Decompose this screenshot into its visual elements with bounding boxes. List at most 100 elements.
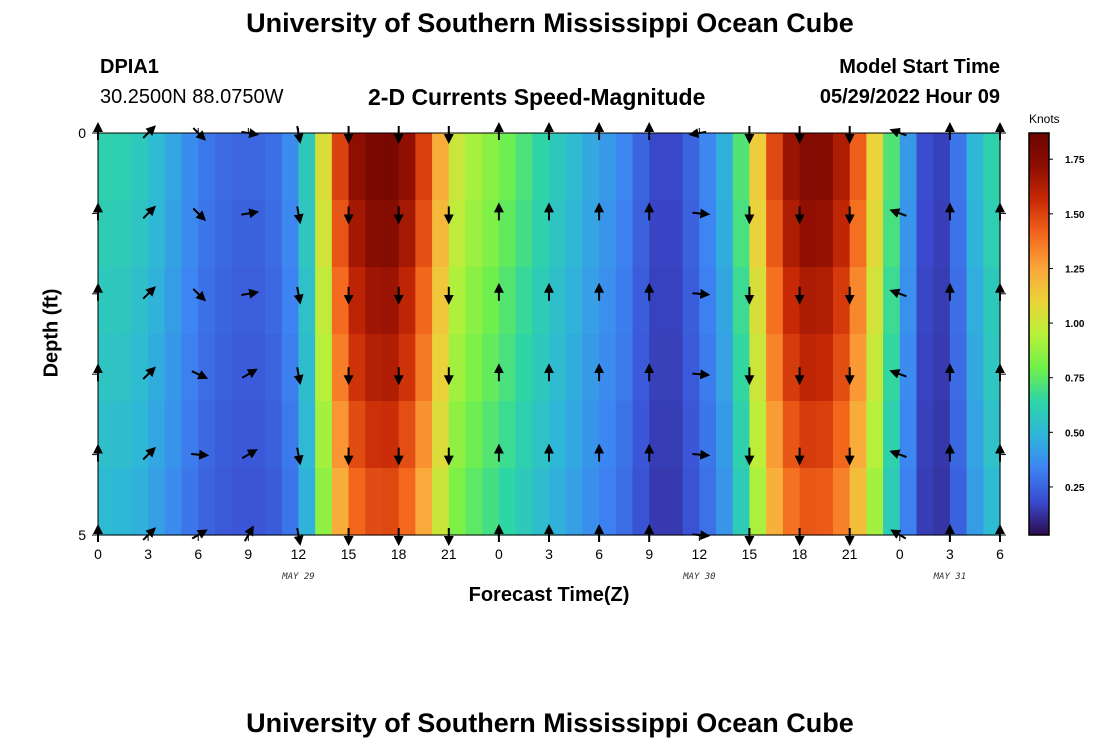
heatmap-cell [231, 267, 249, 335]
heatmap-cell [966, 200, 984, 268]
heatmap-cell [164, 267, 183, 335]
heatmap-cell [866, 267, 884, 335]
heatmap-cell [465, 334, 483, 402]
heatmap-cell [782, 401, 801, 469]
heatmap-cell [799, 334, 817, 402]
heatmap-cell [181, 133, 199, 201]
heatmap-cell [799, 267, 817, 335]
heatmap-cell [716, 401, 734, 469]
heatmap-cell [381, 334, 400, 402]
heatmap-cell [448, 468, 467, 536]
heatmap-cell [415, 200, 433, 268]
heatmap-cell [582, 267, 600, 335]
heatmap-cell [532, 267, 550, 335]
heatmap-cell [432, 401, 450, 469]
heatmap-cell [899, 267, 918, 335]
heatmap-cell [582, 468, 600, 536]
heatmap-cell [582, 401, 600, 469]
heatmap-cell [498, 267, 517, 335]
y-tick-label: 5 [78, 527, 86, 543]
heatmap-cell [98, 468, 116, 536]
heatmap-cell [181, 267, 199, 335]
heatmap-cell [381, 200, 400, 268]
heatmap-cell [214, 267, 233, 335]
heatmap-cell [949, 468, 968, 536]
heatmap-cell [415, 334, 433, 402]
heatmap-cell [866, 200, 884, 268]
heatmap-cell [899, 468, 918, 536]
heatmap-cell [465, 401, 483, 469]
heatmap-cell [131, 200, 149, 268]
heatmap-cell [665, 468, 684, 536]
x-tick-label: 3 [545, 546, 553, 562]
heatmap-cell [732, 401, 751, 469]
heatmap-cell [565, 133, 583, 201]
heatmap-cell [398, 401, 416, 469]
x-tick-label: 15 [341, 546, 357, 562]
heatmap-cell [816, 334, 834, 402]
x-tick-label: 12 [692, 546, 708, 562]
heatmap-cell [866, 334, 884, 402]
heatmap-cell [515, 200, 533, 268]
heatmap-cell [632, 267, 650, 335]
heatmap-cell [883, 468, 901, 536]
heatmap-cell [465, 200, 483, 268]
heatmap-cell [649, 334, 667, 402]
heatmap-cell [381, 401, 400, 469]
heatmap-cell [916, 468, 934, 536]
heatmap-cell [298, 468, 316, 536]
heatmap-cell [248, 468, 266, 536]
heatmap-cell [248, 133, 266, 201]
current-arrow [692, 288, 711, 299]
heatmap-cell [348, 133, 366, 201]
heatmap-cell [749, 133, 767, 201]
heatmap-cell [933, 267, 951, 335]
heatmap-cell [365, 267, 383, 335]
heatmap-cell [198, 468, 216, 536]
heatmap-cell [415, 267, 433, 335]
x-tick-label: 21 [441, 546, 457, 562]
heatmap-cell [782, 200, 801, 268]
heatmap-cell [265, 468, 283, 536]
heatmap-cell [98, 267, 116, 335]
heatmap-cell [398, 200, 416, 268]
heatmap-cell [498, 133, 517, 201]
heatmap-cell [298, 401, 316, 469]
heatmap-cell [131, 468, 149, 536]
colorbar-title: Knots [1029, 112, 1060, 126]
heatmap-cell [933, 133, 951, 201]
heatmap-cell [398, 133, 416, 201]
heatmap-cell [866, 133, 884, 201]
current-arrow [293, 206, 304, 225]
heatmap-cell [749, 200, 767, 268]
heatmap-cell [164, 334, 183, 402]
chart-subtitle: 2-D Currents Speed-Magnitude [368, 84, 706, 110]
heatmap-cell [348, 334, 366, 402]
heatmap-cell [782, 468, 801, 536]
heatmap-cell [214, 468, 233, 536]
x-tick-label: 6 [595, 546, 603, 562]
current-arrow [889, 369, 907, 379]
heatmap-cell [983, 334, 1001, 402]
heatmap-cell [482, 401, 500, 469]
heatmap-cell [515, 334, 533, 402]
heatmap-cell [248, 267, 266, 335]
heatmap-cell [832, 200, 851, 268]
heatmap-cell [281, 401, 300, 469]
heatmap-cell [181, 401, 199, 469]
heatmap-cell [432, 267, 450, 335]
heatmap-cell [949, 334, 968, 402]
heatmap-cell [816, 401, 834, 469]
heatmap-cell [432, 334, 450, 402]
heatmap-cell [682, 200, 700, 268]
heatmap-cell [448, 401, 467, 469]
heatmap-cell [933, 334, 951, 402]
heatmap-cell [532, 468, 550, 536]
heatmap-cell [348, 267, 366, 335]
heatmap-cell [615, 133, 634, 201]
heatmap-cell [549, 468, 567, 536]
heatmap-cell [582, 200, 600, 268]
heatmap-cell [732, 267, 751, 335]
x-tick-label: 9 [645, 546, 653, 562]
heatmap-cell [532, 334, 550, 402]
